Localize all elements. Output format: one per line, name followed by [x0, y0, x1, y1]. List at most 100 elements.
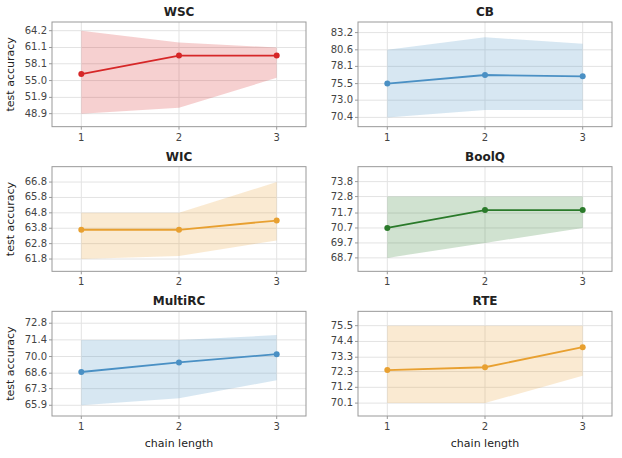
- panel: 48.951.955.058.161.164.2123WSCtest accur…: [4, 5, 306, 143]
- tick: [49, 47, 52, 48]
- tick-label: 66.8: [25, 176, 47, 187]
- point: [482, 364, 488, 370]
- point: [580, 344, 586, 350]
- tick-label: 61.8: [25, 253, 47, 264]
- tick: [355, 403, 358, 404]
- tick-label: 73.0: [331, 94, 353, 105]
- point: [274, 53, 280, 59]
- tick-label: 58.1: [25, 58, 47, 69]
- figure: 48.951.955.058.161.164.2123WSCtest accur…: [0, 0, 622, 458]
- tick-label: 73.8: [331, 176, 353, 187]
- grid: [52, 167, 306, 272]
- tick: [49, 323, 52, 324]
- panel: 70.473.075.578.180.683.2123CB: [331, 5, 612, 143]
- tick-label: 2: [482, 276, 488, 287]
- tick-label: 70.0: [25, 351, 47, 362]
- tick-label: 1: [384, 276, 390, 287]
- plot-frame: [358, 167, 612, 272]
- tick-label: 61.1: [25, 41, 47, 52]
- tick-label: 80.6: [331, 44, 353, 55]
- data-layer: [384, 197, 585, 258]
- tick-label: 65.8: [25, 191, 47, 202]
- tick-label: 1: [384, 421, 390, 432]
- grid: [52, 22, 306, 127]
- tick: [49, 405, 52, 406]
- tick-label: 3: [580, 421, 586, 432]
- tick-label: 70.7: [331, 222, 353, 233]
- tick: [49, 339, 52, 340]
- plot-frame: [52, 311, 306, 416]
- tick: [355, 66, 358, 67]
- tick: [485, 127, 486, 130]
- tick-label: 69.7: [331, 237, 353, 248]
- tick: [582, 127, 583, 130]
- tick-label: 74.4: [331, 335, 353, 346]
- tick-label: 83.2: [331, 27, 353, 38]
- confidence-band: [81, 182, 276, 259]
- tick: [49, 30, 52, 31]
- tick-label: 51.9: [25, 91, 47, 102]
- tick-label: 71.4: [25, 334, 47, 345]
- tick: [49, 80, 52, 81]
- tick-label: 1: [78, 421, 84, 432]
- tick: [81, 127, 82, 130]
- tick-label: 1: [78, 276, 84, 287]
- title: BoolQ: [465, 150, 505, 164]
- tick: [49, 63, 52, 64]
- tick-label: 55.0: [25, 75, 47, 86]
- tick-label: 68.6: [25, 367, 47, 378]
- point: [580, 207, 586, 213]
- title: MultiRC: [153, 294, 206, 308]
- tick: [49, 388, 52, 389]
- tick: [49, 212, 52, 213]
- plot-background: [358, 311, 612, 416]
- tick-label: 3: [274, 276, 280, 287]
- tick: [355, 325, 358, 326]
- data-layer: [384, 326, 585, 403]
- tick: [485, 271, 486, 274]
- panel: 68.769.770.771.772.873.8123BoolQ: [331, 150, 612, 288]
- title: WIC: [166, 150, 193, 164]
- tick-label: 70.4: [331, 111, 353, 122]
- point: [78, 227, 84, 233]
- tick: [49, 182, 52, 183]
- tick: [355, 227, 358, 228]
- tick-label: 75.5: [331, 78, 353, 89]
- point: [580, 73, 586, 79]
- point: [384, 81, 390, 87]
- tick-label: 3: [580, 276, 586, 287]
- tick: [49, 356, 52, 357]
- panel: 61.862.863.864.865.866.8123WICtest accur…: [4, 150, 306, 288]
- plot-frame: [358, 311, 612, 416]
- tick: [387, 271, 388, 274]
- tick: [355, 181, 358, 182]
- tick-label: 72.8: [331, 191, 353, 202]
- tick-label: 2: [176, 421, 182, 432]
- point: [274, 218, 280, 224]
- tick-label: 78.1: [331, 60, 353, 71]
- point: [384, 367, 390, 373]
- tick: [485, 416, 486, 419]
- tick: [355, 49, 358, 50]
- grid: [358, 22, 612, 127]
- tick: [81, 271, 82, 274]
- grid: [358, 311, 612, 416]
- point: [482, 72, 488, 78]
- tick: [179, 416, 180, 419]
- line: [387, 347, 582, 370]
- tick: [387, 416, 388, 419]
- tick-label: 3: [580, 132, 586, 143]
- tick: [387, 127, 388, 130]
- tick-label: 72.8: [25, 317, 47, 328]
- plot-background: [52, 311, 306, 416]
- plot-background: [52, 22, 306, 127]
- tick: [49, 259, 52, 260]
- plot-background: [358, 22, 612, 127]
- tick-label: 71.7: [331, 207, 353, 218]
- tick-label: 2: [482, 421, 488, 432]
- data-layer: [78, 335, 279, 405]
- tick: [179, 271, 180, 274]
- tick: [179, 127, 180, 130]
- x-axis-label: chain length: [451, 437, 519, 450]
- tick-label: 1: [384, 132, 390, 143]
